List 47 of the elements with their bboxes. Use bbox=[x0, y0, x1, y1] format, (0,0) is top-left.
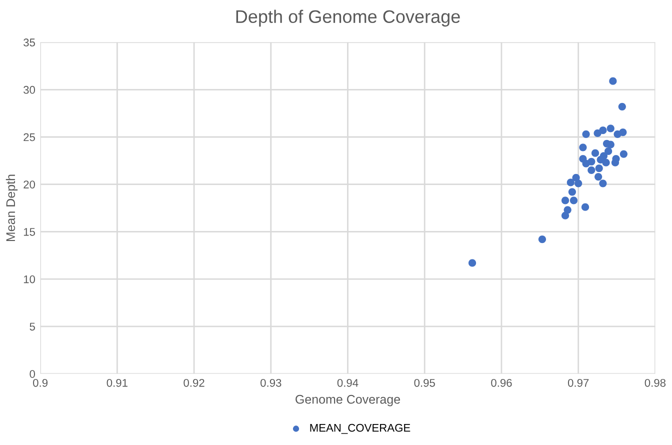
point bbox=[581, 203, 590, 211]
x-tick-label: 0.9 bbox=[33, 378, 48, 387]
point bbox=[570, 196, 578, 204]
chart-title: Depth of Genome Coverage bbox=[236, 10, 460, 27]
y-tick-label: 15 bbox=[24, 228, 35, 236]
point bbox=[595, 164, 603, 172]
x-tick-label: 0.95 bbox=[414, 378, 435, 387]
y-tick-label: 25 bbox=[24, 133, 35, 142]
point bbox=[468, 259, 476, 267]
x-tick-label: 0.91 bbox=[106, 378, 128, 387]
x-axis-title: Genome Coverage bbox=[296, 394, 400, 406]
point bbox=[594, 172, 602, 181]
x-tick-label: 0.93 bbox=[260, 378, 282, 387]
point bbox=[606, 140, 614, 148]
x-tick-label: 0.94 bbox=[337, 378, 358, 387]
point bbox=[566, 178, 574, 186]
y-axis-title: Mean Depth bbox=[6, 174, 18, 242]
point bbox=[574, 180, 582, 188]
point bbox=[618, 102, 626, 110]
point bbox=[582, 130, 590, 138]
x-tick-label: 0.97 bbox=[568, 378, 589, 387]
y-tick-label: 5 bbox=[30, 322, 35, 331]
point bbox=[582, 160, 590, 168]
y-tick-label: 30 bbox=[24, 86, 36, 94]
point bbox=[602, 158, 610, 166]
y-tick-label: 0 bbox=[30, 370, 36, 378]
point bbox=[579, 144, 587, 152]
point bbox=[591, 149, 600, 157]
x-tick-label: 0.96 bbox=[491, 378, 512, 387]
y-tick-label: 20 bbox=[24, 180, 36, 188]
point bbox=[599, 180, 607, 188]
point bbox=[561, 212, 570, 220]
point bbox=[609, 77, 617, 85]
legend-label: MEAN_COVERAGE bbox=[310, 424, 410, 434]
x-tick-label: 0.92 bbox=[184, 378, 204, 387]
y-tick-label: 10 bbox=[24, 275, 36, 284]
point bbox=[599, 126, 607, 134]
point bbox=[561, 196, 570, 204]
x-tick-label: 0.98 bbox=[644, 378, 666, 387]
point bbox=[588, 166, 596, 174]
point bbox=[620, 150, 628, 158]
point bbox=[538, 235, 546, 244]
point bbox=[619, 128, 627, 136]
y-tick-label: 35 bbox=[24, 38, 35, 46]
point bbox=[568, 188, 576, 196]
point bbox=[604, 147, 612, 156]
point bbox=[606, 124, 614, 132]
